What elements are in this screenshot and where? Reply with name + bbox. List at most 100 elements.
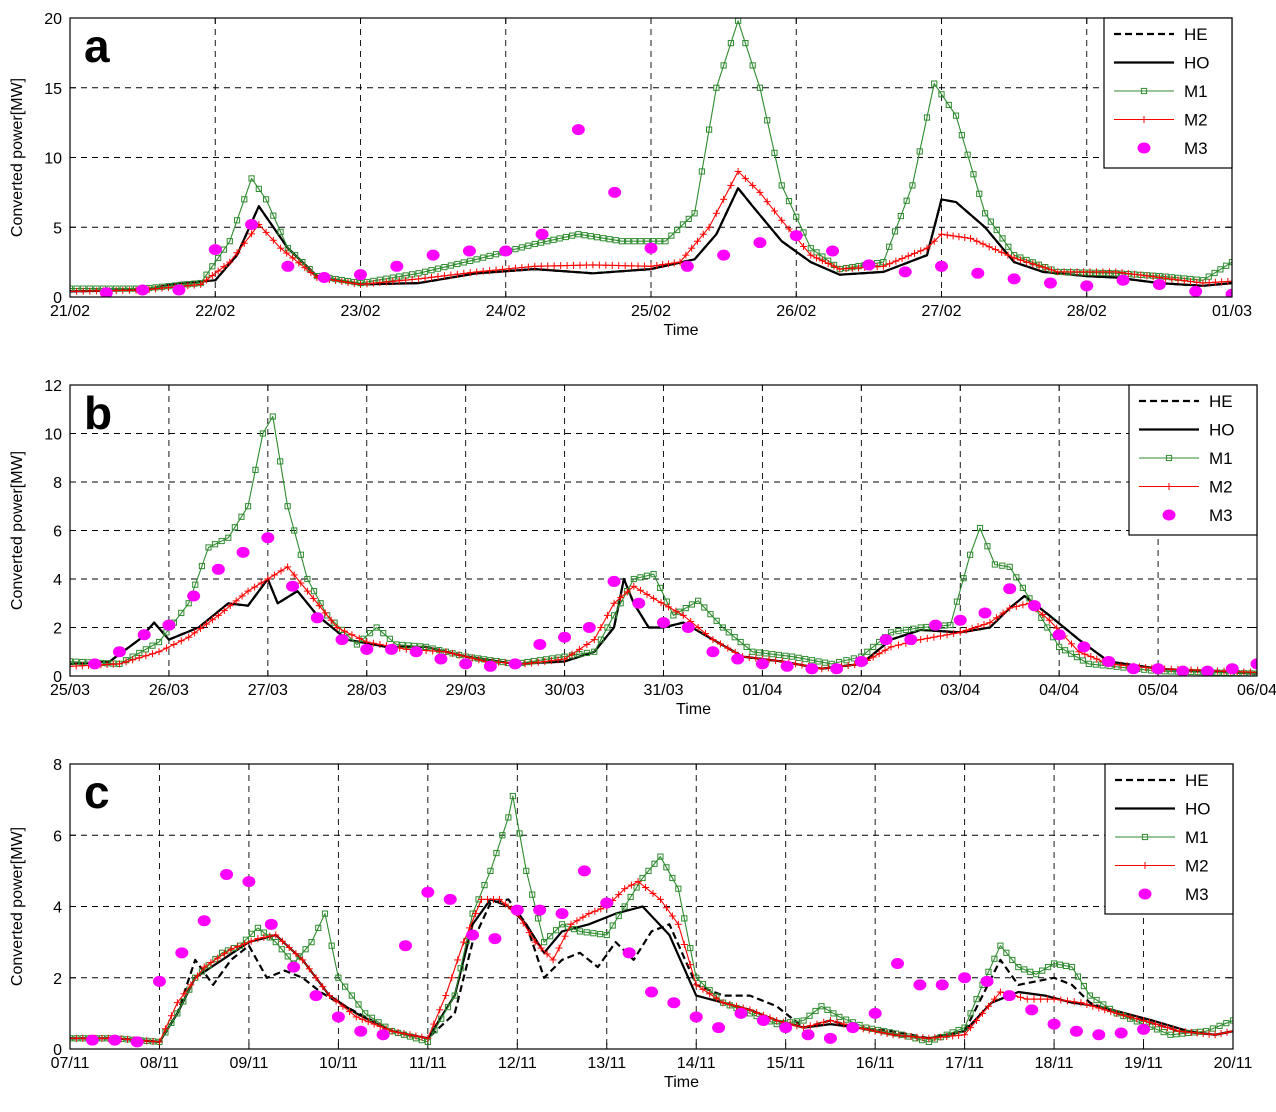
data-point-m2	[1016, 256, 1024, 264]
data-point-m2	[382, 278, 390, 286]
data-point-m2	[278, 937, 286, 945]
data-point-m3	[264, 918, 278, 930]
data-point-m2	[1151, 1020, 1159, 1028]
data-point-m1	[891, 228, 899, 235]
data-point-m3	[600, 897, 614, 909]
data-point-m1	[1062, 647, 1069, 654]
data-point-m2	[806, 1022, 814, 1030]
data-point-m2	[913, 1033, 921, 1041]
data-point-m2	[634, 878, 642, 886]
x-tick-label: 26/02	[776, 303, 816, 320]
data-point-m3	[913, 979, 927, 991]
data-point-m2	[525, 929, 533, 937]
data-point-m1	[762, 650, 769, 657]
data-point-m2	[824, 260, 832, 268]
data-point-m2	[79, 287, 87, 295]
data-point-m2	[643, 590, 651, 598]
data-point-m3	[376, 1029, 390, 1041]
data-point-m1	[457, 965, 464, 972]
data-point-m1	[1068, 963, 1076, 971]
data-point-m1	[481, 882, 488, 889]
data-point-m2	[693, 237, 701, 245]
data-point-m2	[634, 262, 642, 270]
data-point-m3	[753, 237, 767, 249]
series-ho	[70, 187, 1232, 293]
data-point-m1	[785, 197, 793, 205]
data-point-m2	[931, 1034, 939, 1042]
data-point-m2	[610, 599, 618, 607]
data-point-m2	[155, 648, 163, 656]
data-point-m3	[1225, 288, 1232, 297]
data-point-m1	[812, 1007, 819, 1015]
data-point-m2	[1012, 602, 1020, 610]
data-point-m2	[785, 225, 793, 233]
data-point-m2	[115, 660, 123, 668]
data-point-m1	[675, 885, 682, 892]
data-point-m1	[1086, 992, 1093, 999]
data-point-m3	[879, 634, 893, 646]
data-point-m2	[440, 272, 448, 280]
data-point-m1	[1019, 584, 1026, 591]
data-point-m1	[973, 996, 980, 1003]
data-point-m3	[499, 245, 513, 257]
data-point-m1	[685, 215, 692, 222]
data-point-m1	[782, 652, 789, 659]
data-point-m1	[380, 630, 387, 637]
data-point-m2	[70, 662, 74, 670]
data-point-m3	[823, 1032, 837, 1044]
data-point-m2	[489, 895, 497, 903]
data-point-m2	[621, 262, 629, 270]
data-point-m2	[98, 1034, 106, 1042]
series-m1	[70, 18, 1232, 292]
data-point-m2	[340, 627, 348, 635]
data-point-m2	[568, 650, 576, 658]
data-point-m2	[745, 653, 753, 661]
data-point-m2	[429, 647, 437, 655]
data-point-m2	[724, 644, 732, 652]
data-point-m1	[241, 196, 248, 203]
data-point-m2	[998, 248, 1006, 256]
data-point-m3	[1052, 629, 1066, 641]
data-point-m1	[610, 612, 618, 619]
data-point-m1	[242, 936, 250, 943]
data-point-m2	[883, 1030, 891, 1038]
data-point-m1	[375, 1019, 382, 1026]
x-tick-label: 01/04	[742, 682, 782, 699]
x-tick-label: 09/11	[229, 1055, 268, 1072]
data-point-m2	[1140, 1017, 1148, 1024]
data-point-m2	[528, 659, 536, 667]
data-point-m3	[197, 915, 211, 927]
data-point-m2	[720, 195, 728, 203]
data-point-m2	[999, 609, 1007, 617]
data-point-m1	[552, 927, 560, 934]
data-point-m2	[1023, 995, 1031, 1003]
data-point-m2	[173, 999, 181, 1007]
legend-label-ho: HO	[1185, 800, 1211, 819]
data-point-m2	[833, 1018, 841, 1026]
data-point-m2	[1112, 268, 1120, 276]
data-point-m1	[615, 912, 622, 920]
data-point-m2	[321, 609, 329, 617]
data-point-m3	[236, 546, 250, 558]
data-point-m2	[1175, 1027, 1183, 1035]
data-point-m2	[807, 251, 815, 259]
y-tick-label: 20	[44, 11, 62, 28]
data-point-m1	[226, 238, 233, 245]
y-axis-label: Converted power[MW]	[9, 78, 26, 237]
data-point-m2	[732, 1002, 740, 1010]
data-point-m2	[79, 1034, 87, 1042]
data-point-m3	[261, 532, 275, 544]
x-tick-label: 04/04	[1039, 682, 1079, 699]
data-point-m1	[205, 544, 212, 551]
data-point-m1	[576, 928, 584, 935]
data-point-m2	[319, 983, 327, 991]
data-point-m2	[266, 932, 274, 940]
data-point-m2	[327, 616, 335, 624]
data-point-m3	[459, 658, 473, 670]
data-point-m2	[830, 262, 838, 270]
data-point-m3	[286, 580, 300, 592]
data-point-m1	[830, 1010, 837, 1017]
data-point-m2	[894, 641, 902, 649]
data-point-m2	[879, 262, 887, 270]
data-point-m2	[1041, 264, 1049, 272]
